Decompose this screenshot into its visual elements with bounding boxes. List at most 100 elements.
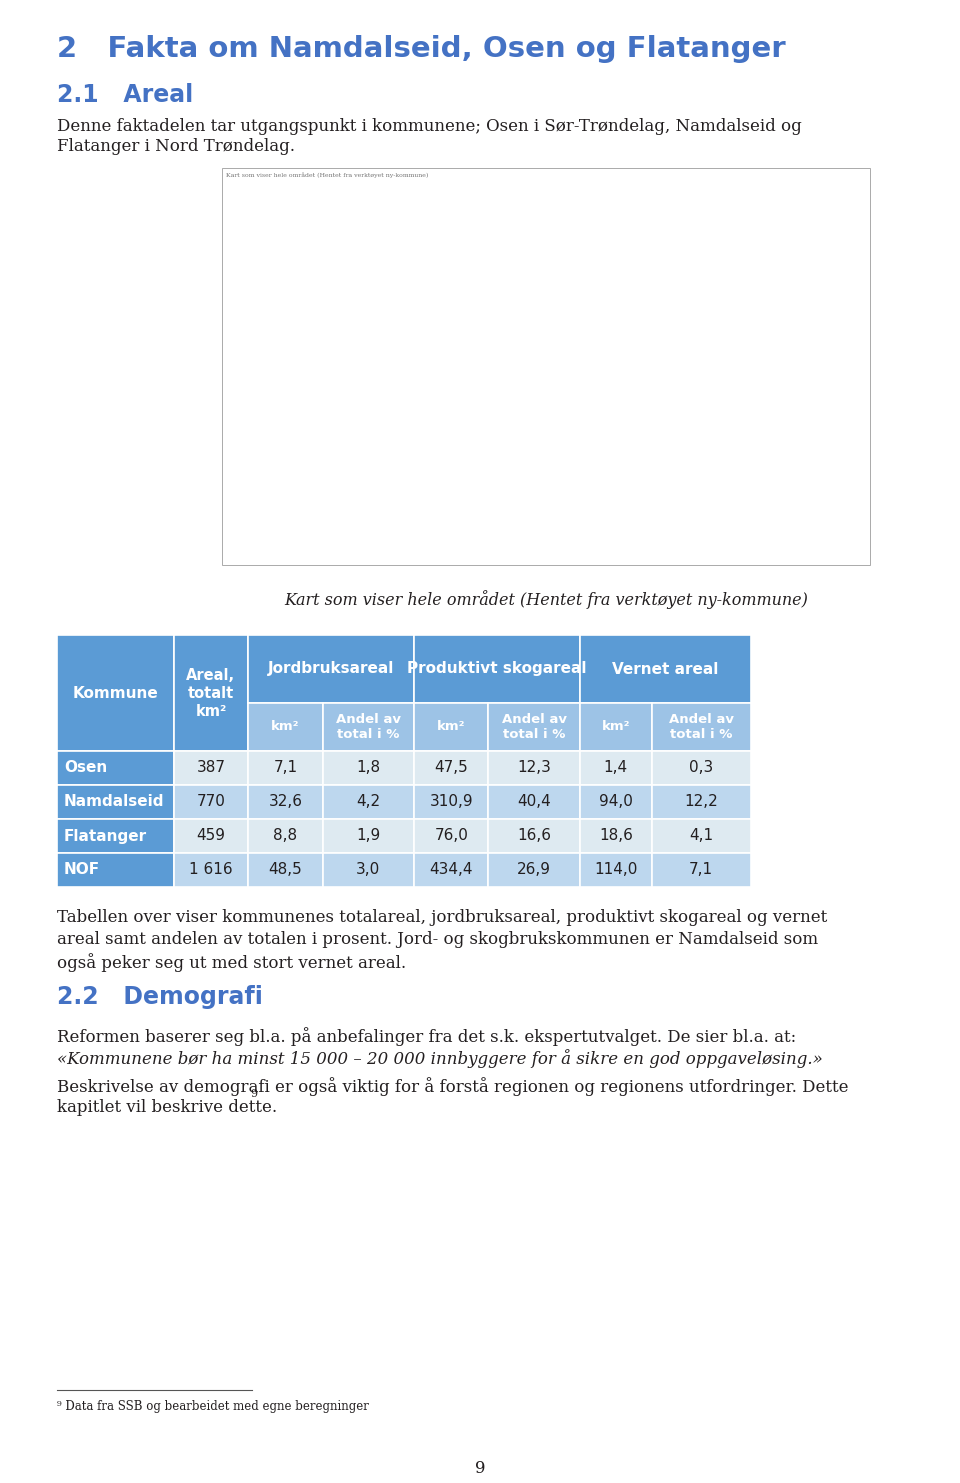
- Text: Vernet areal: Vernet areal: [612, 661, 718, 676]
- Text: 1,8: 1,8: [356, 761, 380, 776]
- Bar: [580, 750, 652, 785]
- Bar: [652, 819, 751, 853]
- Text: 459: 459: [197, 829, 226, 844]
- Text: areal samt andelen av totalen i prosent. Jord- og skogbrukskommunen er Namdalsei: areal samt andelen av totalen i prosent.…: [57, 931, 818, 948]
- Text: 48,5: 48,5: [269, 863, 302, 878]
- Text: 94,0: 94,0: [599, 795, 633, 810]
- Bar: [323, 819, 414, 853]
- Bar: [249, 785, 323, 819]
- Text: kapitlet vil beskrive dette.: kapitlet vil beskrive dette.: [57, 1099, 277, 1117]
- Text: 2   Fakta om Namdalseid, Osen og Flatanger: 2 Fakta om Namdalseid, Osen og Flatanger: [57, 36, 785, 62]
- Bar: [414, 785, 489, 819]
- Bar: [414, 703, 489, 750]
- Bar: [57, 853, 174, 887]
- Text: Kart som viser hele området (Hentet fra verktøyet ny-kommune): Kart som viser hele området (Hentet fra …: [226, 172, 428, 178]
- Bar: [489, 703, 580, 750]
- Text: Tabellen over viser kommunenes totalareal, jordbruksareal, produktivt skogareal : Tabellen over viser kommunenes totalarea…: [57, 909, 828, 925]
- Text: Beskrivelse av demografi er også viktig for å forstå regionen og regionens utfor: Beskrivelse av demografi er også viktig …: [57, 1077, 849, 1096]
- Text: Andel av
total i %: Andel av total i %: [336, 713, 401, 742]
- Bar: [323, 703, 414, 750]
- Text: 40,4: 40,4: [517, 795, 551, 810]
- Bar: [222, 168, 870, 565]
- Text: Reformen baserer seg bl.a. på anbefalinger fra det s.k. ekspertutvalget. De sier: Reformen baserer seg bl.a. på anbefaling…: [57, 1028, 796, 1046]
- Text: 18,6: 18,6: [599, 829, 633, 844]
- Text: 1,9: 1,9: [356, 829, 380, 844]
- Text: km²: km²: [437, 721, 466, 734]
- Text: 1,4: 1,4: [604, 761, 628, 776]
- Text: km²: km²: [271, 721, 300, 734]
- Bar: [174, 853, 249, 887]
- Text: 310,9: 310,9: [429, 795, 473, 810]
- Bar: [414, 750, 489, 785]
- Bar: [652, 785, 751, 819]
- Text: 26,9: 26,9: [517, 863, 551, 878]
- Bar: [652, 750, 751, 785]
- Bar: [174, 785, 249, 819]
- Bar: [489, 853, 580, 887]
- Bar: [323, 853, 414, 887]
- Bar: [580, 785, 652, 819]
- Text: NOF: NOF: [64, 863, 100, 878]
- Text: 7,1: 7,1: [274, 761, 298, 776]
- Text: 770: 770: [197, 795, 226, 810]
- Bar: [580, 819, 652, 853]
- Bar: [57, 635, 174, 750]
- Bar: [489, 819, 580, 853]
- Bar: [489, 785, 580, 819]
- Text: 12,3: 12,3: [517, 761, 551, 776]
- Text: 4,1: 4,1: [689, 829, 713, 844]
- Bar: [249, 750, 323, 785]
- Bar: [323, 750, 414, 785]
- Bar: [249, 819, 323, 853]
- Bar: [174, 635, 249, 750]
- Text: Flatanger i Nord Trøndelag.: Flatanger i Nord Trøndelag.: [57, 138, 295, 156]
- Bar: [249, 635, 414, 703]
- Bar: [323, 785, 414, 819]
- Text: 114,0: 114,0: [594, 863, 637, 878]
- Text: 2.1   Areal: 2.1 Areal: [57, 83, 193, 107]
- Text: Areal,
totalt
km²: Areal, totalt km²: [186, 667, 235, 718]
- Text: 7,1: 7,1: [689, 863, 713, 878]
- Bar: [652, 853, 751, 887]
- Bar: [57, 785, 174, 819]
- Text: Kart som viser hele området (Hentet fra verktøyet ny-kommune): Kart som viser hele området (Hentet fra …: [284, 590, 808, 610]
- Text: Jordbruksareal: Jordbruksareal: [268, 661, 395, 676]
- Bar: [580, 703, 652, 750]
- Text: 9: 9: [250, 1089, 257, 1099]
- Bar: [414, 635, 580, 703]
- Bar: [414, 853, 489, 887]
- Text: 76,0: 76,0: [434, 829, 468, 844]
- Text: Osen: Osen: [64, 761, 108, 776]
- Text: 16,6: 16,6: [517, 829, 551, 844]
- Text: 387: 387: [197, 761, 226, 776]
- Text: 1 616: 1 616: [189, 863, 232, 878]
- Bar: [57, 750, 174, 785]
- Text: også peker seg ut med stort vernet areal.: også peker seg ut med stort vernet areal…: [57, 954, 406, 971]
- Bar: [580, 853, 652, 887]
- Bar: [57, 819, 174, 853]
- Text: «Kommunene bør ha minst 15 000 – 20 000 innbyggere for å sikre en god oppgaveløs: «Kommunene bør ha minst 15 000 – 20 000 …: [57, 1048, 823, 1068]
- Bar: [580, 635, 751, 703]
- Text: Denne faktadelen tar utgangspunkt i kommunene; Osen i Sør-Trøndelag, Namdalseid : Denne faktadelen tar utgangspunkt i komm…: [57, 119, 802, 135]
- Bar: [249, 853, 323, 887]
- Text: 32,6: 32,6: [269, 795, 302, 810]
- Text: Andel av
total i %: Andel av total i %: [502, 713, 566, 742]
- Text: Namdalseid: Namdalseid: [64, 795, 164, 810]
- Bar: [174, 750, 249, 785]
- Text: 12,2: 12,2: [684, 795, 718, 810]
- Text: Flatanger: Flatanger: [64, 829, 147, 844]
- Text: 2.2   Demografi: 2.2 Demografi: [57, 985, 263, 1008]
- Text: Produktivt skogareal: Produktivt skogareal: [407, 661, 587, 676]
- Bar: [174, 819, 249, 853]
- Text: Kommune: Kommune: [73, 685, 158, 700]
- Bar: [652, 703, 751, 750]
- Bar: [249, 703, 323, 750]
- Text: Andel av
total i %: Andel av total i %: [669, 713, 733, 742]
- Bar: [489, 750, 580, 785]
- Bar: [414, 819, 489, 853]
- Text: 4,2: 4,2: [356, 795, 380, 810]
- Text: 9: 9: [475, 1459, 485, 1477]
- Text: ⁹ Data fra SSB og bearbeidet med egne beregninger: ⁹ Data fra SSB og bearbeidet med egne be…: [57, 1400, 369, 1413]
- Text: 434,4: 434,4: [429, 863, 473, 878]
- Text: 0,3: 0,3: [689, 761, 713, 776]
